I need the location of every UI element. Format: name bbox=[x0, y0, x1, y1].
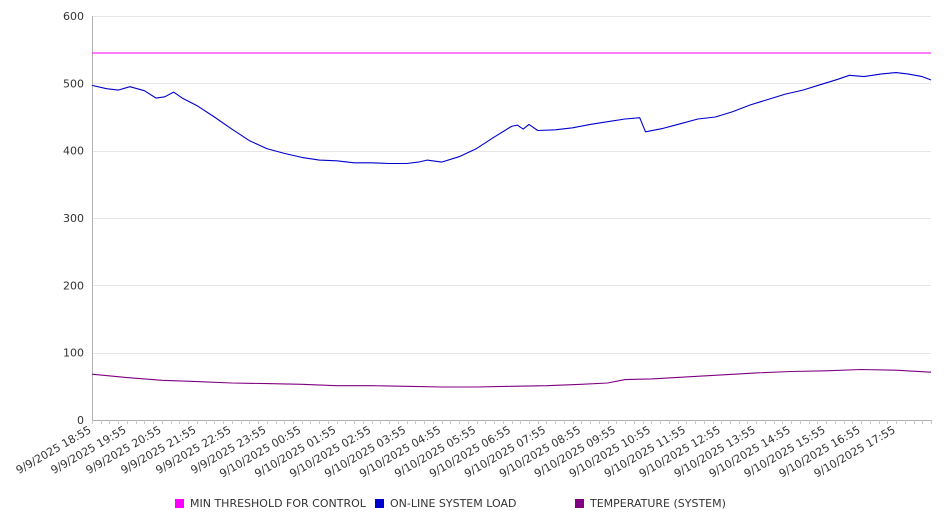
y-tick-label: 300 bbox=[63, 212, 84, 225]
y-tick-label: 0 bbox=[77, 414, 84, 427]
series-line-3 bbox=[91, 368, 932, 388]
legend: MIN THRESHOLD FOR CONTROL ON-LINE SYSTEM… bbox=[0, 497, 946, 515]
legend-label: ON-LINE SYSTEM LOAD bbox=[390, 497, 517, 510]
y-tick-label: 500 bbox=[63, 77, 84, 90]
legend-label: TEMPERATURE (SYSTEM) bbox=[590, 497, 726, 510]
legend-swatch bbox=[575, 499, 584, 508]
series-lines bbox=[91, 52, 932, 388]
series-line-2 bbox=[91, 72, 932, 165]
y-tick-labels: 0 100 200 300 400 500 600 bbox=[63, 10, 84, 427]
y-tick-label: 200 bbox=[63, 279, 84, 292]
gridlines bbox=[92, 16, 931, 354]
legend-label: MIN THRESHOLD FOR CONTROL bbox=[190, 497, 366, 510]
legend-swatch bbox=[375, 499, 384, 508]
legend-swatch bbox=[175, 499, 184, 508]
legend-item-system-load[interactable]: ON-LINE SYSTEM LOAD bbox=[375, 497, 516, 510]
y-tick-label: 600 bbox=[63, 10, 84, 23]
axes bbox=[92, 16, 932, 424]
legend-item-temperature[interactable]: TEMPERATURE (SYSTEM) bbox=[575, 497, 726, 510]
y-tick-label: 400 bbox=[63, 145, 84, 158]
legend-item-min-threshold[interactable]: MIN THRESHOLD FOR CONTROL bbox=[175, 497, 366, 510]
x-tick-labels: 9/9/2025 18:559/9/2025 19:559/9/2025 20:… bbox=[14, 423, 898, 480]
y-tick-label: 100 bbox=[63, 347, 84, 360]
